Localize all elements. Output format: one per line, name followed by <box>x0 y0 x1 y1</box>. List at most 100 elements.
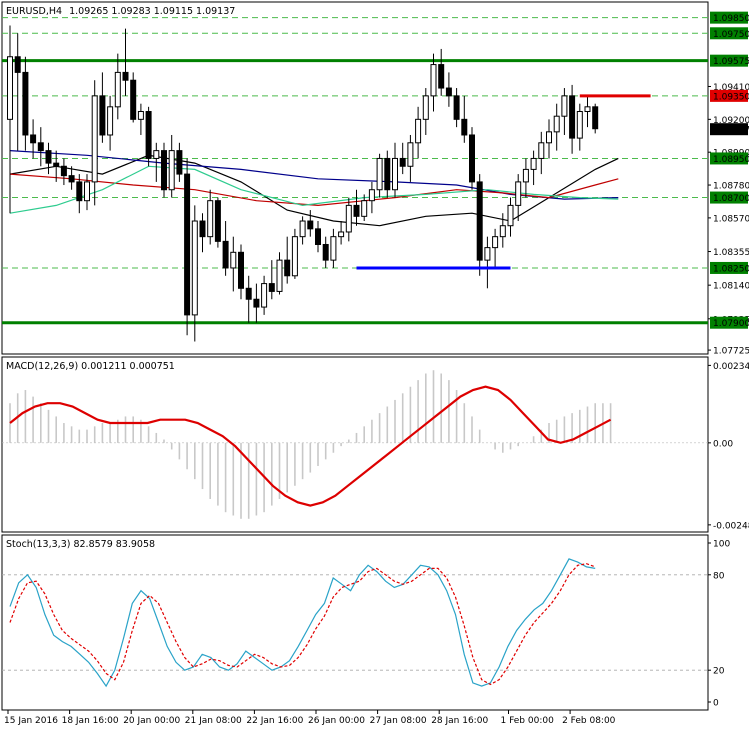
candle <box>145 106 152 167</box>
candle-body <box>592 106 599 130</box>
price-tick-label: 1.09850 <box>713 14 749 24</box>
candle <box>530 150 537 186</box>
price-tick-label: 1.08355 <box>713 248 749 258</box>
price-tick-label: 1.07900 <box>713 319 749 329</box>
candle-body <box>268 283 275 292</box>
candle-body <box>37 142 44 152</box>
candle-body <box>445 87 452 97</box>
moving-average-line <box>9 165 619 214</box>
price-tick-label: 1.08780 <box>713 182 749 192</box>
candle <box>30 119 37 159</box>
candle-body <box>161 150 167 191</box>
candle-body <box>361 200 368 217</box>
price-tag-bg <box>710 54 748 67</box>
stochastic-panel[interactable]: Stoch(13,3,3) 82.8579 83.9058 <box>1 534 709 711</box>
candle <box>199 213 206 253</box>
candle <box>276 252 283 295</box>
candle-body <box>45 150 52 164</box>
candle <box>99 72 106 143</box>
candle-body <box>530 157 537 170</box>
candle <box>130 72 137 123</box>
macd-panel[interactable]: MACD(12,26,9) 0.001211 0.000751 <box>1 356 709 533</box>
candle <box>522 158 529 198</box>
candle-body <box>99 95 106 136</box>
candle <box>376 153 383 198</box>
candle <box>184 158 191 336</box>
candle-body <box>53 162 60 167</box>
price-panel[interactable]: EURUSD,H4 1.09265 1.09283 1.09115 1.0913… <box>1 1 709 355</box>
candle <box>168 134 175 198</box>
candle-body <box>461 118 468 136</box>
candle-body <box>22 71 29 136</box>
candle-body <box>469 134 475 183</box>
price-tick-label: 1.08250 <box>713 264 749 274</box>
candle-body <box>384 157 391 191</box>
candle-body <box>7 56 13 120</box>
candle <box>176 142 183 182</box>
candle <box>584 95 591 128</box>
candle-body <box>430 64 437 97</box>
time-tick-label: 2 Feb 08:00 <box>562 716 616 726</box>
candle-body <box>253 298 260 308</box>
price-tag-bg <box>710 89 748 102</box>
time-axis: 15 Jan 2016 18 Jan 16:00 20 Jan 00:00 21 Ja… <box>4 710 616 726</box>
candle-body <box>14 56 21 73</box>
candle-body <box>122 71 129 81</box>
candle <box>469 127 475 190</box>
candle-body <box>168 150 175 191</box>
price-tag-bg <box>710 191 748 204</box>
price-tick-label: 1.08700 <box>713 194 749 204</box>
candle-body <box>376 157 383 191</box>
candle-body <box>30 134 37 144</box>
candle-body <box>261 283 268 308</box>
candle <box>22 56 29 151</box>
candle <box>592 103 599 134</box>
stoch-line <box>9 563 596 686</box>
candle <box>122 28 129 96</box>
candle-body <box>330 236 337 261</box>
candle <box>345 197 352 242</box>
candle-body <box>68 175 75 183</box>
price-tag-bg <box>710 316 748 329</box>
macd-axis: 0.002346 0.00 -0.002484 <box>708 362 749 531</box>
price-tick-label: 1.09410 <box>713 83 749 93</box>
candle-body <box>553 115 560 133</box>
stoch-tick-label: 0 <box>713 699 719 709</box>
candle-body <box>338 231 345 238</box>
candle <box>384 150 391 198</box>
macd-label: MACD(12,26,9) 0.001211 0.000751 <box>6 361 175 372</box>
candle <box>407 134 414 182</box>
candle-body <box>137 111 144 120</box>
candle <box>7 25 13 214</box>
price-tick-label: 1.07725 <box>713 347 749 357</box>
candle-body <box>353 204 360 217</box>
candle <box>438 48 445 96</box>
candle <box>207 189 214 245</box>
candle-body <box>538 142 545 159</box>
candle <box>161 142 167 198</box>
candle <box>107 95 114 151</box>
candle-body <box>484 247 491 261</box>
candle-body <box>153 150 160 159</box>
macd-tick-label: -0.002484 <box>713 521 749 531</box>
candle-body <box>368 189 375 202</box>
candle <box>330 228 337 268</box>
candle-body <box>145 111 152 159</box>
candle-body <box>91 95 98 183</box>
candle-body <box>238 251 244 289</box>
time-tick-label: 26 Jan 00:00 <box>308 716 365 726</box>
stoch-tick-label: 80 <box>713 571 725 581</box>
candle-body <box>199 220 206 238</box>
candle-body <box>453 95 460 120</box>
candle-body <box>345 204 352 233</box>
candle-body <box>84 181 90 202</box>
candle-body <box>60 165 67 177</box>
candle-body <box>392 157 398 191</box>
candle <box>53 150 60 182</box>
candle-body <box>576 111 583 139</box>
candle-body <box>76 181 83 202</box>
candle <box>245 275 252 323</box>
price-tick-label: 1.09350 <box>713 92 749 102</box>
candle <box>268 260 275 300</box>
